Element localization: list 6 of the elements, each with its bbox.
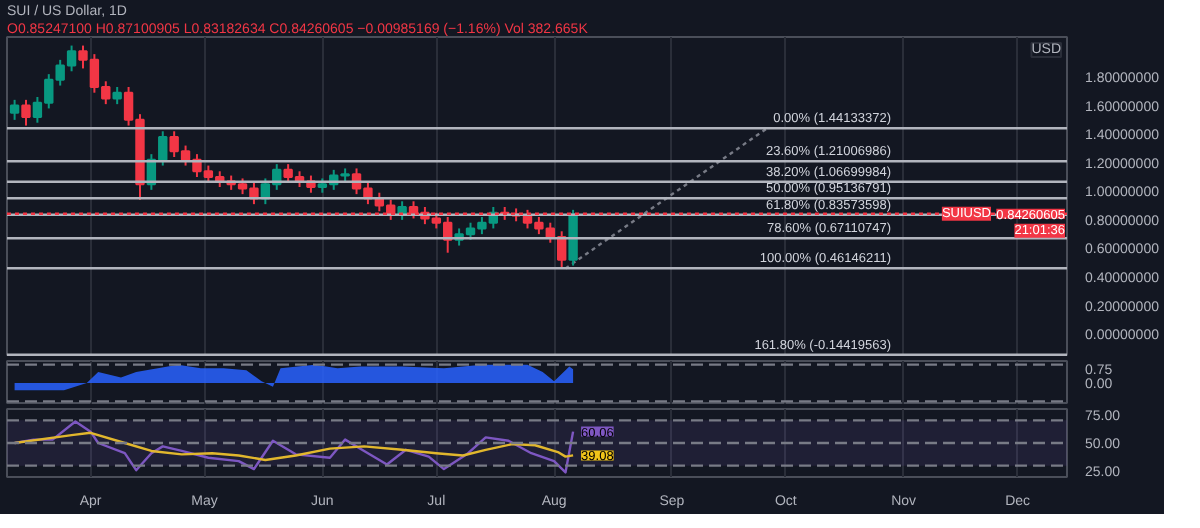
candlestick xyxy=(397,200,407,221)
candlestick xyxy=(21,98,31,127)
candlestick xyxy=(568,208,578,267)
line-series xyxy=(13,420,575,474)
candlestick xyxy=(9,98,20,121)
line-series xyxy=(13,431,575,462)
